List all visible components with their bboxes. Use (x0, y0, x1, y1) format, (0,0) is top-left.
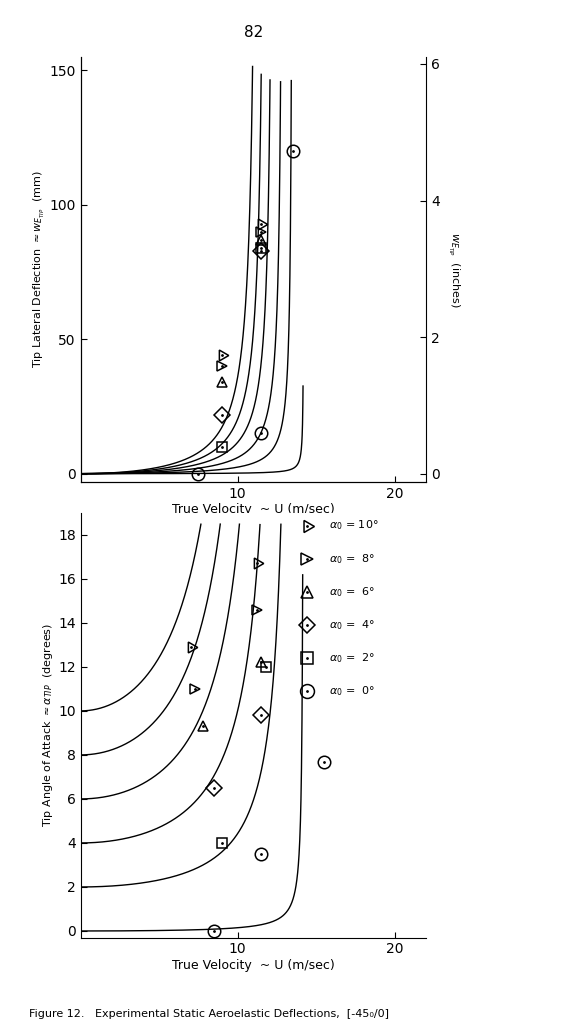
Y-axis label: Tip Lateral Deflection $\approx w_{E_{TIP}}$  (mm): Tip Lateral Deflection $\approx w_{E_{TI… (32, 170, 47, 369)
Text: $\alpha_0$ =  6°: $\alpha_0$ = 6° (329, 585, 376, 599)
Text: $\alpha_0$ =  2°: $\alpha_0$ = 2° (329, 652, 376, 665)
Y-axis label: Tip Angle of Attack $\approx \alpha_{TIP}$  (degrees): Tip Angle of Attack $\approx \alpha_{TIP… (41, 623, 55, 828)
Text: $\alpha_0$ = 10°: $\alpha_0$ = 10° (329, 519, 379, 533)
Text: 82: 82 (244, 25, 263, 40)
X-axis label: True Velocity  ~ U (m/sec): True Velocity ~ U (m/sec) (172, 503, 335, 516)
Text: $\alpha_0$ =  4°: $\alpha_0$ = 4° (329, 618, 376, 632)
Text: Figure 12.   Experimental Static Aeroelastic Deflections,  [-45₀/0]: Figure 12. Experimental Static Aeroelast… (29, 1009, 389, 1019)
X-axis label: True Velocity  ~ U (m/sec): True Velocity ~ U (m/sec) (172, 959, 335, 972)
Text: $\alpha_0$ =  8°: $\alpha_0$ = 8° (329, 552, 376, 566)
Y-axis label: $w_{E_{TIP}}$  (inches): $w_{E_{TIP}}$ (inches) (445, 232, 461, 307)
Text: $\alpha_0$ =  0°: $\alpha_0$ = 0° (329, 685, 376, 698)
